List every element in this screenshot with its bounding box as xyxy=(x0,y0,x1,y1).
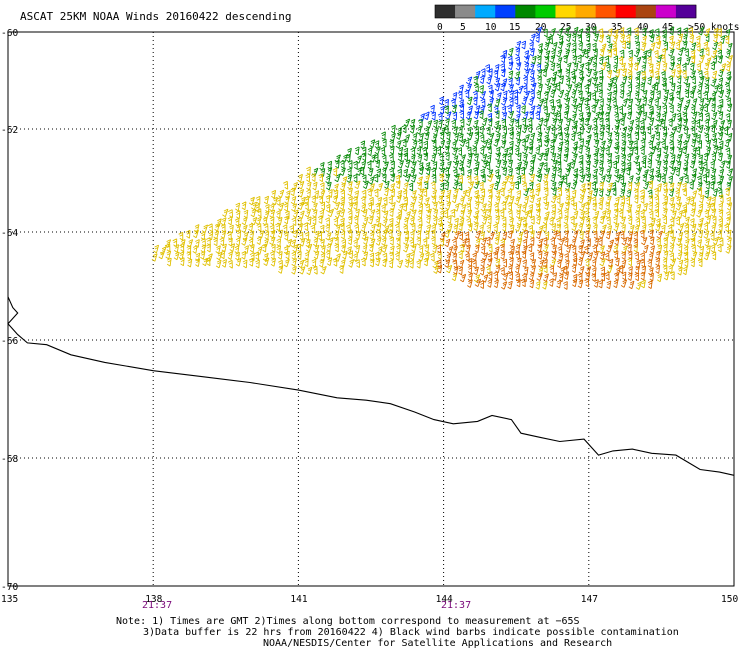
lon-label: 135 xyxy=(1,594,18,605)
legend-swatch xyxy=(555,5,576,18)
lon-label: 150 xyxy=(721,594,738,605)
legend-swatch xyxy=(515,5,536,18)
legend-swatch xyxy=(455,5,476,18)
lon-label: 138 xyxy=(145,594,162,605)
legend-label: 30 xyxy=(585,22,597,33)
lat-label: -68 xyxy=(1,454,18,465)
legend-swatch xyxy=(635,5,657,18)
legend-label: 10 xyxy=(485,22,497,33)
legend-swatch xyxy=(435,5,456,18)
legend-label: 40 xyxy=(637,22,649,33)
wind-barb-group xyxy=(419,26,543,122)
legend-label: 15 xyxy=(509,22,520,33)
speed-legend: 0 5 10 15 20 25 30 35 40 45 >50 knots xyxy=(434,4,739,33)
legend-label: 45 xyxy=(662,22,673,33)
time-label-2: 21:37 xyxy=(441,600,471,611)
antarctic-coastline xyxy=(7,296,735,476)
note-line-3: NOAA/NESDIS/Center for Satellite Applica… xyxy=(263,638,612,649)
map-title: ASCAT 25KM NOAA Winds 20160422 descendin… xyxy=(20,10,292,23)
legend-swatch xyxy=(655,5,677,18)
legend-swatch xyxy=(615,5,637,18)
latitude-labels: -60 -62 -64 -66 -68 -70 xyxy=(1,28,18,593)
wind-barb-group xyxy=(436,229,663,290)
lat-label: -62 xyxy=(1,125,18,136)
wind-barb-group xyxy=(311,26,734,199)
lat-label: -64 xyxy=(1,228,18,239)
legend-label: 0 xyxy=(437,22,443,33)
legend-swatch xyxy=(675,5,697,18)
legend-swatch xyxy=(595,5,616,18)
legend-swatch xyxy=(475,5,496,18)
legend-swatch xyxy=(575,5,596,18)
map-frame xyxy=(7,31,735,587)
legend-color-bar xyxy=(434,4,697,19)
lat-label: -66 xyxy=(1,336,18,347)
legend-swatch xyxy=(495,5,516,18)
lon-label: 147 xyxy=(581,594,598,605)
legend-label: >50 knots xyxy=(688,22,739,33)
longitude-labels: 135 138 141 144 147 150 xyxy=(1,594,738,605)
legend-swatch xyxy=(535,5,556,18)
wind-barbs xyxy=(151,26,734,290)
time-label-1: 21:37 xyxy=(142,600,172,611)
lat-label: -70 xyxy=(1,582,18,593)
legend-labels: 0 5 10 15 20 25 30 35 40 45 >50 knots xyxy=(437,22,739,33)
graticule xyxy=(8,32,734,586)
legend-label: 25 xyxy=(560,22,571,33)
lat-label: -60 xyxy=(1,28,18,39)
lon-label: 144 xyxy=(436,594,453,605)
wind-barb-group xyxy=(151,27,733,290)
note-line-2: 3)Data buffer is 22 hrs from 20160422 4)… xyxy=(143,627,679,638)
legend-label: 5 xyxy=(460,22,466,33)
note-line-1: Note: 1) Times are GMT 2)Times along bot… xyxy=(116,616,580,627)
lon-label: 141 xyxy=(290,594,307,605)
legend-label: 35 xyxy=(611,22,622,33)
legend-border xyxy=(434,4,697,19)
